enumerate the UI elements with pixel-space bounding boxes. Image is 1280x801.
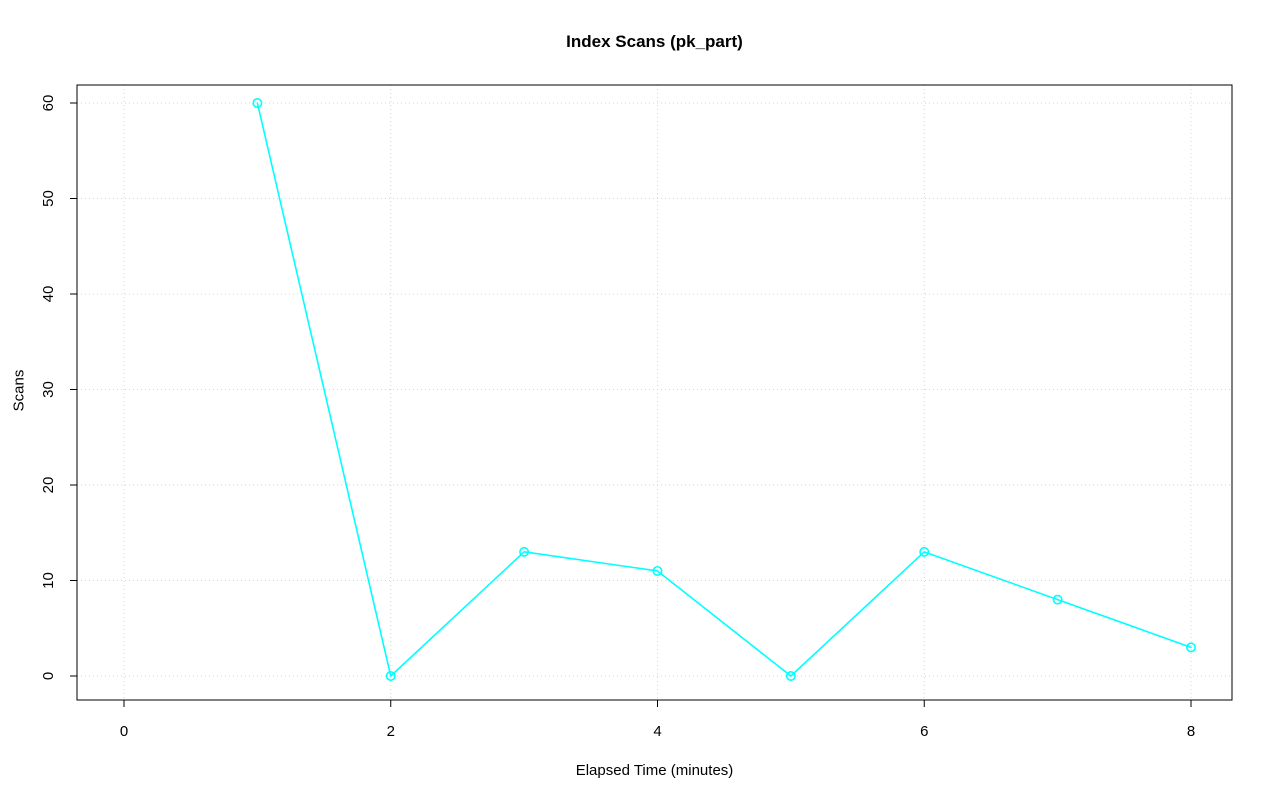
x-tick-label: 0 <box>120 723 128 740</box>
y-tick-label: 40 <box>40 286 57 303</box>
data-point-marker <box>785 670 796 681</box>
x-axis-label: Elapsed Time (minutes) <box>575 762 734 779</box>
y-tick-label: 0 <box>40 672 57 680</box>
data-point-marker <box>1186 642 1197 653</box>
data-point-marker <box>519 546 530 557</box>
data-point-marker <box>919 546 930 557</box>
chart-title: Index Scans (pk_part) <box>566 32 743 51</box>
x-tick-label: 2 <box>387 723 395 740</box>
data-point-marker <box>1052 594 1063 605</box>
data-point-marker <box>385 670 396 681</box>
y-tick-label: 50 <box>40 190 57 207</box>
x-tick-label: 8 <box>1187 723 1195 740</box>
y-axis-label: Scans <box>10 369 28 412</box>
x-tick-label: 4 <box>653 723 661 740</box>
data-point-marker <box>652 565 663 576</box>
y-tick-label: 30 <box>40 381 57 398</box>
y-tick-label: 20 <box>40 477 57 494</box>
y-tick-label: 60 <box>40 95 57 112</box>
x-tick-label: 6 <box>920 723 928 740</box>
y-tick-label: 10 <box>40 572 57 589</box>
data-point-marker <box>252 98 263 109</box>
plot-box <box>76 84 1233 701</box>
data-line <box>256 102 1192 677</box>
